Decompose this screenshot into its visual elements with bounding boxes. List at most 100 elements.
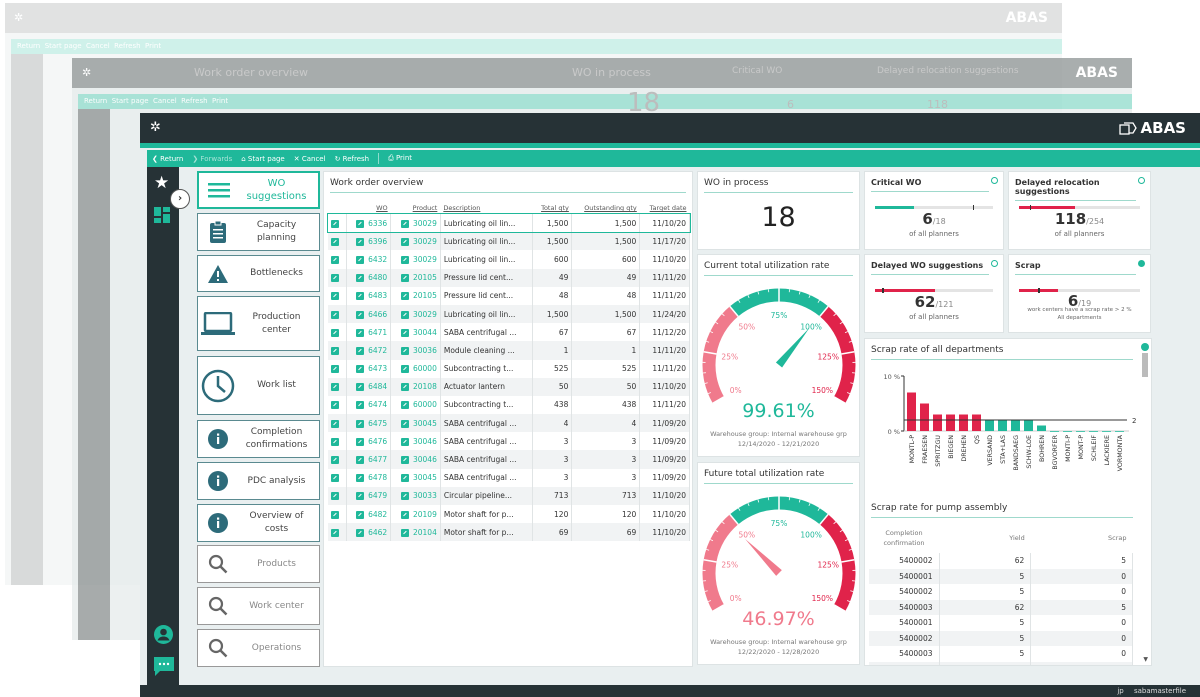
table-row[interactable]: 5400002 62 5 [869,553,1133,569]
table-cell[interactable]: 30045 [390,468,441,487]
open-link-icon[interactable] [356,456,365,465]
table-cell[interactable]: 30044 [390,323,441,342]
bar-FRAESEN[interactable] [920,403,929,432]
table-cell[interactable]: 6336 [346,214,392,233]
bar-QS[interactable] [972,414,981,432]
gear-icon[interactable]: ✲ [150,120,161,135]
open-link-icon[interactable] [400,292,409,301]
table-cell[interactable]: 30029 [390,304,441,324]
open-link-icon[interactable] [356,365,365,374]
tile-wo-suggestions[interactable]: WO suggestions [197,171,320,209]
table-row[interactable]: 5534001474 [869,661,1133,665]
table-cell[interactable]: 6432 [346,250,392,269]
column-header[interactable]: Product [412,204,438,212]
table-row[interactable]: 5400001 5 0 [869,615,1133,631]
column-header[interactable]: WO [376,204,388,212]
print-button[interactable]: ⎙ Print [388,154,412,163]
open-link-icon[interactable] [400,419,409,428]
tile-completion-confirmations[interactable]: Completion confirmations [197,420,320,458]
column-header[interactable]: Description [443,204,481,212]
table-cell[interactable]: 20104 [390,523,441,542]
open-link-icon[interactable] [400,219,409,228]
bar-SCHLEIF[interactable] [1089,431,1098,432]
table-cell[interactable]: 60000 [390,359,441,378]
table-row[interactable]: 6479 30033 Circular pipeline... 713 713 11/10… [328,486,690,505]
open-link-icon[interactable] [356,401,365,410]
open-link-icon[interactable] [331,219,339,228]
table-cell[interactable]: 30033 [390,486,441,505]
table-cell[interactable]: 30029 [390,232,441,251]
table-cell[interactable]: 60000 [390,395,441,415]
open-link-icon[interactable] [331,437,339,446]
table-row[interactable]: 6478 30045 SABA centrifugal ... 3 3 11/09/20 [328,468,690,487]
open-link-icon[interactable] [331,401,339,410]
utilization-gauge-card[interactable]: Future total utilization rate 0% 25% 50% 75%… [697,462,860,665]
return-button[interactable]: ❮ Return [152,154,184,163]
scrollbar-thumb[interactable] [1142,353,1148,377]
open-link-icon[interactable] [400,237,409,246]
kpi-card[interactable]: Scrap 6/19 work centers have a scrap rate … [1008,254,1151,333]
open-link-icon[interactable] [356,419,365,428]
table-row[interactable]: 6477 30046 SABA centrifugal ... 3 3 11/09/20 [328,450,690,469]
bar-BOHREN[interactable] [1037,425,1046,432]
table-cell[interactable]: 30036 [390,341,441,360]
table-cell[interactable]: 30046 [390,450,441,469]
table-cell[interactable]: 6466 [346,304,392,324]
cancel-button[interactable]: ✕ Cancel [294,155,326,163]
open-link-icon[interactable] [400,474,409,483]
table-cell[interactable]: 30045 [390,414,441,433]
open-link-icon[interactable] [400,437,409,446]
table-cell[interactable]: 6476 [346,432,392,451]
bar-BGVORFER[interactable] [1050,431,1059,432]
open-link-icon[interactable] [356,292,365,301]
bar-LACKIERE[interactable] [1102,431,1111,432]
table-cell[interactable]: 6478 [346,468,392,487]
open-link-icon[interactable] [356,474,365,483]
open-link-icon[interactable] [331,365,339,374]
open-link-icon[interactable] [331,328,339,337]
tile-operations[interactable]: Operations [197,629,320,667]
tile-capacity-planning[interactable]: Capacity planning [197,213,320,251]
open-link-icon[interactable] [356,437,365,446]
open-link-icon[interactable] [331,292,339,301]
table-cell[interactable]: 6483 [346,286,392,305]
column-header[interactable]: Total qty [541,204,569,212]
open-link-icon[interactable] [356,328,365,337]
table-cell[interactable]: 6482 [346,505,392,524]
column-header[interactable]: Target date [649,204,687,212]
open-link-icon[interactable] [331,419,339,428]
open-link-icon[interactable] [356,383,365,392]
table-row[interactable]: 6483 20105 Pressure lid cent... 48 48 11/11/2… [328,286,690,305]
bar-MONT-P[interactable] [1076,431,1085,432]
table-row[interactable]: 6471 30044 SABA centrifugal ... 67 67 11/12/2… [328,323,690,342]
column-header[interactable]: Completion confirmation [883,529,925,547]
refresh-button[interactable]: ↻ Refresh [335,155,370,163]
column-header[interactable]: Yield [1009,534,1025,542]
open-link-icon[interactable] [331,255,339,264]
open-link-icon[interactable] [400,528,409,537]
open-link-icon[interactable] [400,255,409,264]
bar-VORMONTA[interactable] [1115,431,1124,432]
open-link-icon[interactable] [356,255,365,264]
bar-SCHW-LOE[interactable] [1024,420,1033,431]
tile-products[interactable]: Products [197,545,320,583]
open-link-icon[interactable] [356,274,365,283]
table-row[interactable]: 5400003 5 0 [869,646,1133,662]
open-link-icon[interactable] [400,492,409,501]
table-row[interactable]: 6336 30029 Lubricating oil lin... 1,500 1,50… [327,212,691,234]
open-link-icon[interactable] [331,528,339,537]
open-link-icon[interactable] [356,310,365,319]
table-cell[interactable]: 6472 [346,341,392,360]
table-row[interactable]: 6484 20108 Actuator lantern 50 50 11/10/20 [328,377,690,396]
tile-bottlenecks[interactable]: Bottlenecks [197,255,320,292]
open-link-icon[interactable] [400,274,409,283]
dashboard-icon[interactable] [154,207,170,223]
table-cell[interactable]: 6471 [346,323,392,342]
table-cell[interactable]: 6474 [346,395,392,415]
table-cell[interactable]: 30029 [390,250,441,269]
table-row[interactable]: 5400001 5 0 [869,568,1133,584]
table-row[interactable]: 6396 30029 Lubricating oil lin... 1,500 1,50… [328,232,690,251]
kpi-card[interactable]: Delayed relocation suggestions 118/254 of … [1008,171,1151,250]
open-link-icon[interactable] [356,492,365,501]
table-cell[interactable]: 6480 [346,268,392,287]
